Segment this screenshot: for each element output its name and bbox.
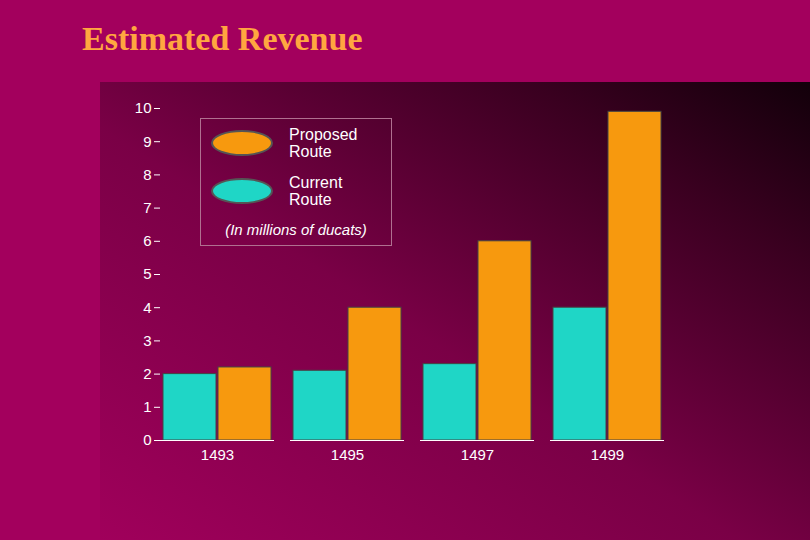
html-text:Estimated Revenue: Estimated Revenue: [82, 20, 363, 57]
svg-text:6: 6: [143, 232, 151, 249]
html-text:Proposed Route: Proposed Route: [289, 126, 358, 160]
svg-text:1499: 1499: [591, 446, 624, 463]
svg-text:7: 7: [143, 199, 151, 216]
svg-text:1495: 1495: [331, 446, 364, 463]
svg-text:2: 2: [143, 365, 151, 382]
svg-text:3: 3: [143, 332, 151, 349]
svg-text:1493: 1493: [201, 446, 234, 463]
svg-text:9: 9: [143, 133, 151, 150]
html-text:Current Route: Current Route: [289, 174, 343, 208]
svg-text:4: 4: [143, 299, 151, 316]
svg-text:0: 0: [143, 431, 151, 448]
html-text:(In millions of ducats): (In millions of ducats): [225, 221, 367, 238]
svg-text:10: 10: [135, 99, 152, 116]
svg-text:1497: 1497: [461, 446, 494, 463]
svg-text:1: 1: [143, 398, 151, 415]
svg-text:8: 8: [143, 166, 151, 183]
svg-text:5: 5: [143, 265, 151, 282]
